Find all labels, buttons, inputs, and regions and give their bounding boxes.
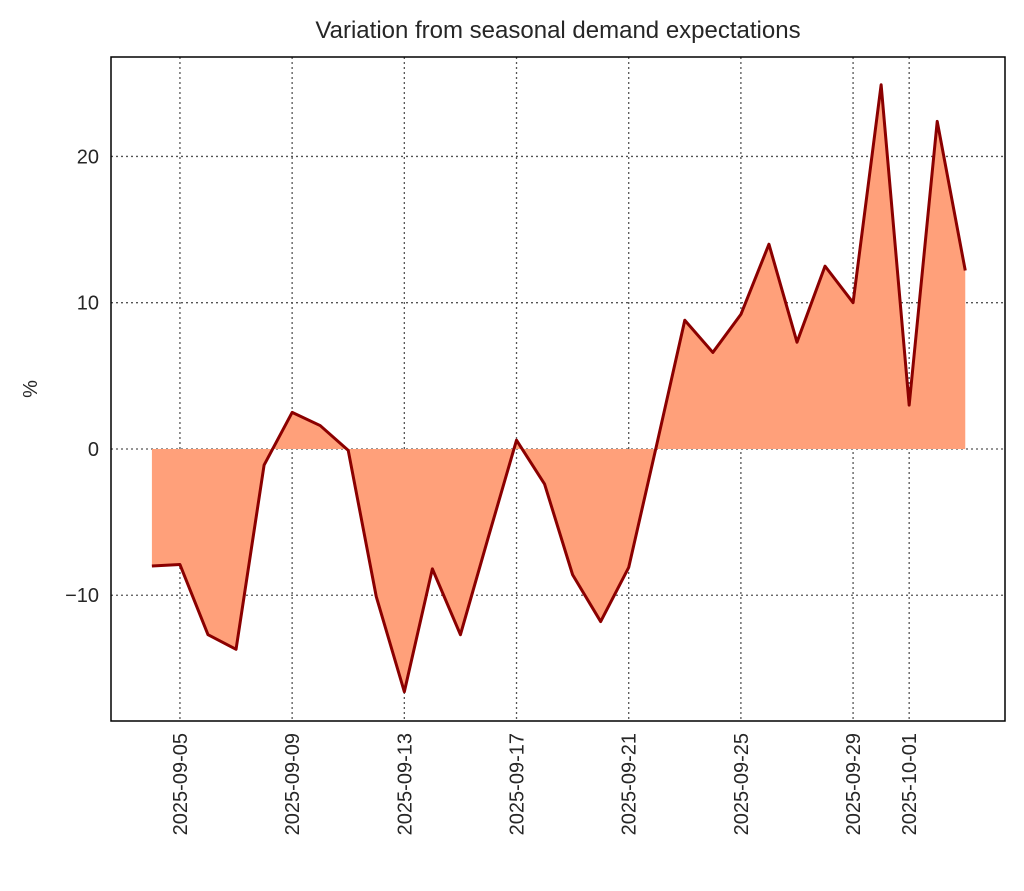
x-tick-label: 2025-10-01 (899, 733, 921, 835)
x-tick-label: 2025-09-29 (843, 733, 865, 835)
x-tick-label: 2025-09-21 (619, 733, 641, 835)
y-tick-label: −10 (65, 585, 99, 607)
y-tick-label: 0 (88, 439, 99, 461)
y-axis-label: % (20, 380, 42, 398)
x-tick-label: 2025-09-25 (731, 733, 753, 835)
x-tick-label: 2025-09-05 (170, 733, 192, 835)
x-tick-label: 2025-09-09 (282, 733, 304, 835)
area-fill (152, 85, 965, 692)
x-tick-label: 2025-09-13 (394, 733, 416, 835)
y-tick-label: 10 (77, 293, 99, 315)
series (152, 85, 966, 692)
y-tick-label: 20 (77, 146, 99, 168)
chart-title: Variation from seasonal demand expectati… (315, 17, 800, 44)
x-tick-label: 2025-09-17 (507, 733, 529, 835)
